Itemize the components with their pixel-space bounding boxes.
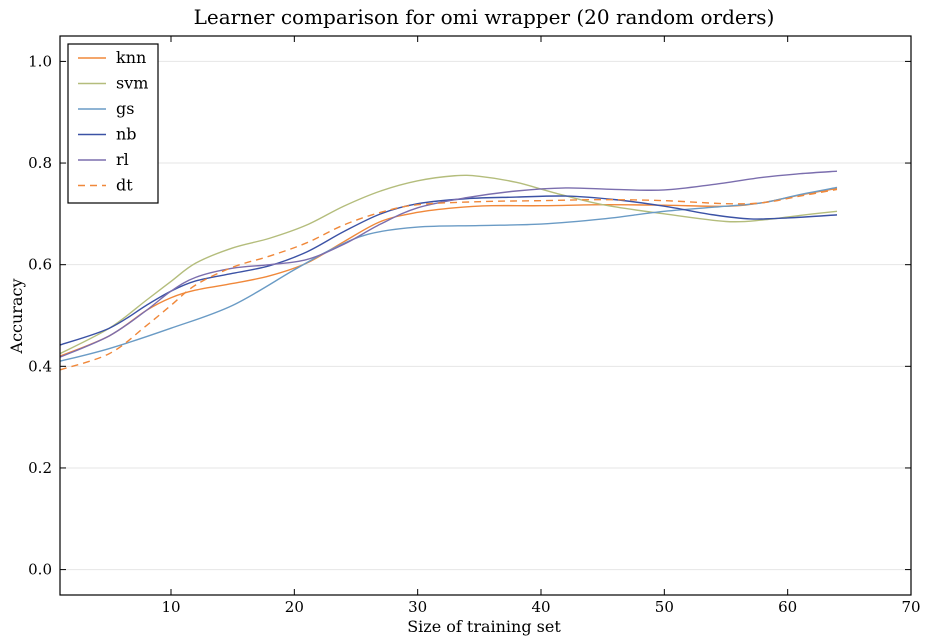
series-lines — [59, 170, 838, 371]
x-tick-label: 70 — [901, 598, 920, 616]
series-line-gs — [59, 186, 838, 362]
y-tick-label: 0.4 — [28, 357, 52, 375]
y-tick-label: 0.2 — [28, 459, 52, 477]
x-tick-label: 50 — [655, 598, 674, 616]
y-axis-label: Accuracy — [7, 279, 26, 355]
x-axis-label: Size of training set — [407, 617, 561, 636]
x-tick-label: 10 — [161, 598, 180, 616]
series-line-dt — [59, 188, 838, 371]
chart-title: Learner comparison for omi wrapper (20 r… — [194, 5, 775, 29]
legend-label: gs — [116, 99, 134, 118]
y-tick-label: 0.0 — [28, 561, 52, 579]
legend-label: rl — [116, 150, 129, 169]
y-tick-label: 0.6 — [28, 256, 52, 274]
series-line-rl — [59, 170, 838, 358]
series-line-svm — [59, 174, 838, 355]
series-line-nb — [59, 195, 838, 346]
legend: knn svm gs nb rl dt — [67, 43, 159, 204]
legend-label: nb — [116, 125, 137, 144]
legend-label: svm — [116, 74, 148, 93]
plot-frame — [59, 35, 912, 596]
legend-frame — [67, 43, 159, 204]
x-tick-label: 40 — [531, 598, 550, 616]
axis-ticks: 10 20 30 40 50 60 70 0.0 0.2 0.4 0.6 0.8 1.0 — [28, 36, 921, 616]
y-tick-label: 0.8 — [28, 154, 52, 172]
x-tick-label: 20 — [285, 598, 304, 616]
series-line-knn — [59, 187, 838, 357]
legend-label: dt — [116, 176, 133, 195]
x-tick-label: 30 — [408, 598, 427, 616]
y-tick-label: 1.0 — [28, 52, 52, 70]
grid-lines — [60, 60, 911, 571]
x-tick-label: 60 — [778, 598, 797, 616]
legend-label: knn — [116, 48, 146, 67]
